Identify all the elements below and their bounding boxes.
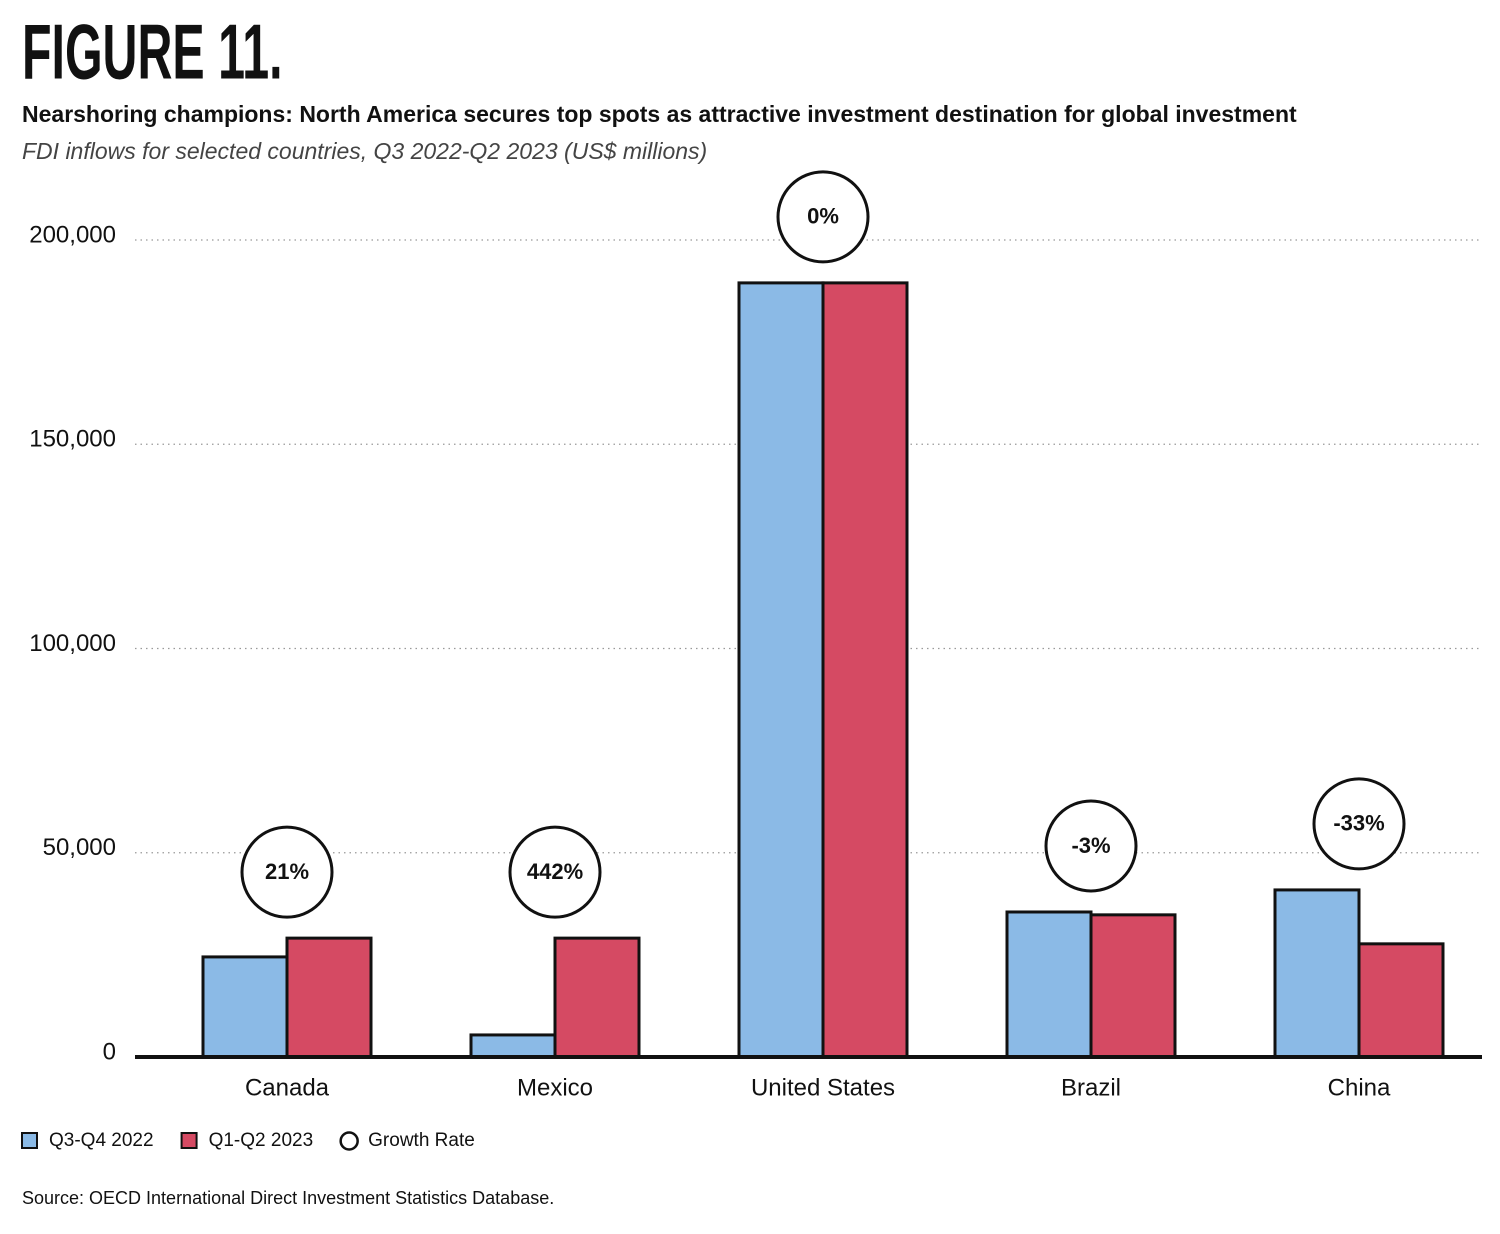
- figure-label: FIGURE 11.: [22, 8, 283, 96]
- growth-circle: [1044, 799, 1138, 893]
- growth-label: -33%: [1333, 811, 1384, 836]
- bar: [469, 1033, 557, 1059]
- bar: [285, 936, 373, 1059]
- chart-subtitle: FDI inflows for selected countries, Q3 2…: [22, 138, 707, 164]
- legend-swatch: [339, 1131, 359, 1151]
- legend-label: Q3-Q4 2022: [49, 1130, 154, 1151]
- bar: [1273, 888, 1361, 1059]
- growth-circle: [1312, 777, 1406, 871]
- legend-label: Q1-Q2 2023: [209, 1130, 314, 1151]
- chart-title: Nearshoring champions: North America sec…: [22, 101, 1297, 127]
- bar: [1357, 942, 1445, 1059]
- bar: [1089, 913, 1177, 1059]
- x-tick-label: Brazil: [1061, 1074, 1121, 1101]
- x-tick-label: China: [1328, 1074, 1391, 1101]
- y-tick-label: 200,000: [29, 221, 116, 248]
- bar: [201, 955, 289, 1059]
- bar: [737, 281, 825, 1059]
- y-tick-label: 0: [103, 1038, 116, 1065]
- legend-label: Growth Rate: [368, 1130, 475, 1151]
- legend-swatch: [180, 1132, 198, 1149]
- bar: [553, 936, 641, 1059]
- legend-swatch: [21, 1132, 38, 1149]
- growth-label: 21%: [265, 859, 309, 884]
- growth-circle: [508, 825, 602, 919]
- source: Source: OECD International Direct Invest…: [22, 1188, 554, 1208]
- x-tick-label: Canada: [245, 1074, 330, 1101]
- x-tick-label: Mexico: [517, 1074, 593, 1101]
- y-tick-label: 100,000: [29, 630, 116, 657]
- growth-label: 0%: [807, 204, 839, 229]
- growth-label: -3%: [1071, 833, 1110, 858]
- y-tick-label: 150,000: [29, 426, 116, 453]
- bar: [821, 281, 909, 1059]
- growth-circle: [240, 825, 334, 919]
- growth-circle: [776, 170, 870, 264]
- y-tick-label: 50,000: [43, 834, 116, 861]
- x-tick-label: United States: [751, 1074, 895, 1101]
- growth-label: 442%: [527, 859, 583, 884]
- bar: [1005, 910, 1093, 1059]
